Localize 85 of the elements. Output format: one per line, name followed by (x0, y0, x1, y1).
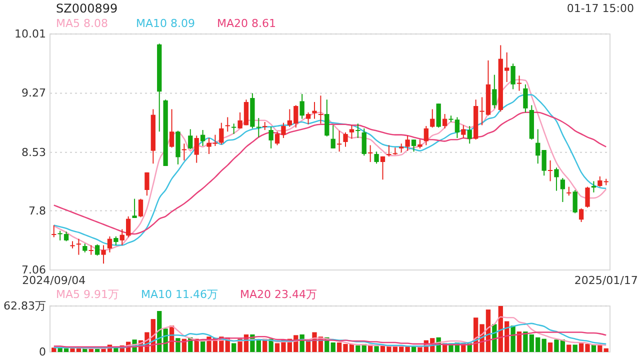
candlestick (380, 156, 386, 180)
candlestick (52, 224, 56, 238)
candlestick (200, 130, 206, 146)
candlestick (300, 94, 304, 120)
bar (566, 344, 572, 352)
candlestick (548, 160, 553, 182)
candlestick (70, 240, 75, 249)
candlestick (318, 95, 324, 124)
line-series (53, 332, 607, 348)
candlestick (572, 190, 578, 214)
candlestick (374, 151, 379, 164)
candlestick (101, 244, 106, 264)
y-tick-label: 62.83万 (4, 300, 46, 313)
candlestick (424, 126, 429, 146)
candlestick (560, 178, 566, 202)
candlestick (392, 147, 398, 156)
candlestick (169, 108, 174, 148)
candlestick (182, 143, 187, 161)
candlestick (467, 126, 472, 144)
candlestick (219, 122, 224, 145)
candlestick (578, 208, 584, 222)
candlestick (492, 74, 497, 109)
candlestick (442, 114, 448, 129)
candlestick (356, 123, 360, 138)
y-tick-label: 8.53 (22, 146, 46, 159)
candlestick (523, 84, 528, 113)
candlestick (94, 244, 100, 256)
candlestick (362, 128, 366, 156)
line-series (53, 322, 607, 348)
y-tick-label: 9.27 (22, 86, 46, 100)
candlestick (430, 108, 435, 128)
candlestick (132, 198, 137, 218)
candlestick (585, 186, 590, 208)
candlestick (88, 244, 94, 256)
candlestick (268, 126, 274, 149)
candlestick (349, 124, 354, 140)
bar (330, 342, 336, 352)
candlestick (368, 144, 373, 162)
line-series (53, 112, 607, 235)
text: MA20 8.61 (217, 17, 276, 30)
candlestick (516, 75, 522, 92)
bar (572, 344, 578, 352)
candlestick (386, 144, 392, 157)
candlestick (58, 230, 62, 241)
candlestick (138, 198, 144, 218)
candlestick (343, 132, 348, 148)
bar (176, 338, 180, 352)
bar (374, 346, 379, 352)
bar (604, 348, 608, 352)
candlestick (411, 139, 416, 152)
candlestick (64, 231, 69, 242)
candlestick (231, 123, 236, 134)
text: MA20 23.44万 (240, 288, 318, 301)
x-tick-label: 2025/01/17 (574, 274, 638, 287)
text: MA5 9.91万 (56, 288, 120, 301)
bar (356, 345, 360, 352)
candlestick (510, 63, 516, 90)
bar (231, 343, 236, 352)
candlestick (144, 172, 150, 196)
candlestick (324, 99, 330, 137)
candlestick (598, 176, 602, 188)
candlestick (107, 236, 112, 253)
candlestick (76, 238, 82, 256)
candlestick (194, 135, 199, 164)
candlestick (554, 167, 559, 192)
candlestick (405, 135, 410, 152)
candlestick (306, 112, 311, 125)
candlestick (461, 124, 466, 138)
text: MA10 11.46万 (141, 288, 218, 301)
candlestick (436, 103, 441, 128)
y-tick-label: 0 (39, 346, 46, 359)
candlestick (225, 116, 230, 132)
chart-title: SZ000899 (56, 1, 118, 16)
candlestick (330, 124, 336, 149)
bar (516, 332, 522, 352)
text: 01-17 15:00 (566, 2, 634, 16)
bar (548, 342, 553, 352)
candlestick (591, 180, 596, 193)
text: MA5 8.08 (56, 17, 108, 30)
candlestick (336, 130, 342, 152)
text: MA10 8.09 (136, 17, 196, 30)
y-tick-label: 7.8 (28, 204, 46, 218)
candlestick (256, 118, 261, 138)
y-tick-label: 10.01 (14, 28, 46, 41)
candlestick (188, 128, 193, 150)
